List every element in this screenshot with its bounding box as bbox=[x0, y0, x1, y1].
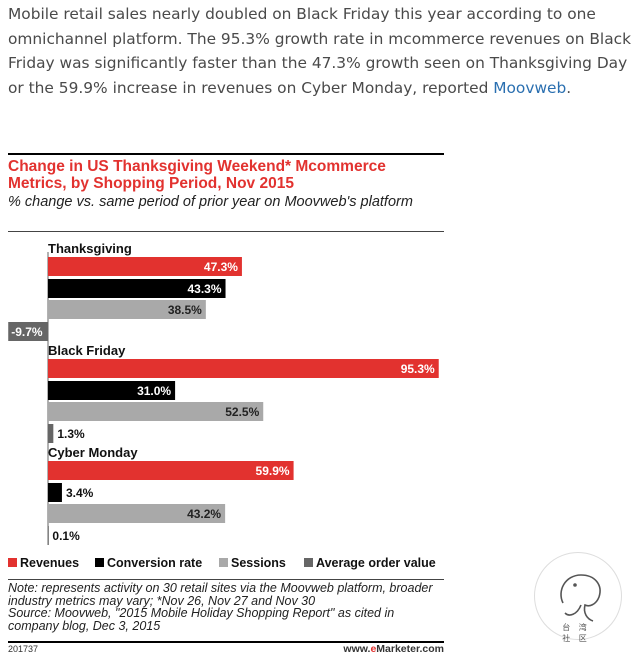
source-text: Source: Moovweb, "2015 Mobile Holiday Sh… bbox=[8, 606, 395, 633]
chart-subtitle-rule bbox=[8, 231, 444, 232]
article-paragraph: Mobile retail sales nearly doubled on Bl… bbox=[8, 2, 633, 100]
chart-subtitle: % change vs. same period of prior year o… bbox=[8, 194, 413, 210]
value-label: 0.1% bbox=[52, 529, 80, 543]
legend-label: Average order value bbox=[316, 556, 436, 570]
bar bbox=[48, 461, 294, 480]
value-label: 1.3% bbox=[57, 427, 85, 441]
bar bbox=[48, 504, 226, 523]
chart-bottom-rule bbox=[8, 579, 444, 580]
value-label: 52.5% bbox=[225, 405, 259, 419]
bar bbox=[48, 526, 49, 545]
category-label: Cyber Monday bbox=[48, 445, 138, 460]
legend-swatch bbox=[8, 558, 17, 567]
brand-prefix: www. bbox=[343, 643, 371, 655]
watermark-text: 台 湾 社 区 bbox=[562, 623, 590, 643]
bar bbox=[48, 402, 264, 421]
value-label: 43.3% bbox=[187, 282, 221, 296]
bar-chart: Thanksgiving 47.3% 43.3% 38.5% -9.7% Black Fr… bbox=[8, 241, 439, 570]
value-label: 95.3% bbox=[401, 362, 435, 376]
value-label: 31.0% bbox=[137, 384, 171, 398]
chart-id: 201737 bbox=[8, 644, 39, 654]
chart-title: Change in US Thanksgiving Weekend* Mcomm… bbox=[8, 158, 386, 192]
category-label: Black Friday bbox=[48, 343, 126, 358]
bar bbox=[48, 483, 62, 502]
legend-swatch bbox=[95, 558, 104, 567]
watermark-logo bbox=[534, 552, 622, 640]
emarketer-brand[interactable]: www.eMarketer.com bbox=[336, 643, 444, 655]
bar bbox=[8, 322, 48, 341]
bar bbox=[48, 359, 439, 378]
watermark-bird-icon bbox=[560, 574, 601, 622]
value-label: -9.7% bbox=[11, 325, 43, 339]
moovweb-link[interactable]: Moovweb bbox=[493, 78, 567, 97]
brand-e: e bbox=[370, 643, 377, 655]
legend-swatch bbox=[219, 558, 228, 567]
category-label: Thanksgiving bbox=[48, 241, 132, 256]
value-label: 43.2% bbox=[187, 507, 221, 521]
chart-footer-rule bbox=[8, 641, 444, 643]
article-tail: . bbox=[566, 78, 572, 97]
legend-label: Revenues bbox=[20, 556, 79, 570]
note-text: Note: represents activity on 30 retail s… bbox=[8, 581, 433, 608]
value-label: 38.5% bbox=[168, 303, 202, 317]
bar bbox=[48, 279, 226, 298]
value-label: 59.9% bbox=[256, 464, 290, 478]
legend-label: Conversion rate bbox=[107, 556, 202, 570]
article-text: Mobile retail sales nearly doubled on Bl… bbox=[8, 5, 631, 97]
bar bbox=[48, 424, 54, 443]
bar bbox=[48, 381, 176, 400]
chart-note: Note: represents activity on 30 retail s… bbox=[8, 582, 444, 632]
legend-label: Sessions bbox=[231, 556, 286, 570]
bar bbox=[48, 257, 242, 276]
chart-top-rule bbox=[8, 153, 444, 155]
value-label: 47.3% bbox=[204, 260, 238, 274]
value-label: 3.4% bbox=[66, 486, 94, 500]
brand-rest: Marketer.com bbox=[376, 643, 444, 655]
bar bbox=[48, 300, 206, 319]
legend-swatch bbox=[304, 558, 313, 567]
